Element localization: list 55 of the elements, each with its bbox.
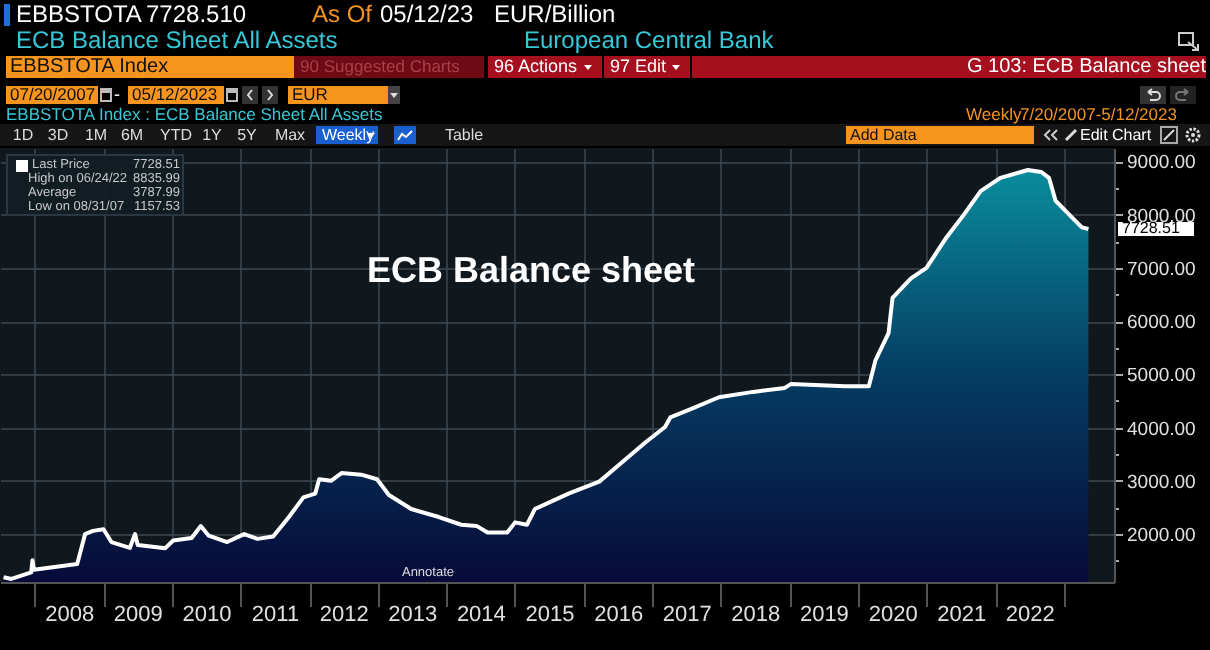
text: ECB Balance sheet bbox=[366, 250, 696, 290]
text: Max bbox=[274, 126, 306, 144]
text: 1M bbox=[84, 126, 108, 144]
x-tick-label: 2011 bbox=[251, 603, 300, 627]
text: EUR bbox=[288, 84, 388, 104]
x-tick-label: 2008 bbox=[45, 603, 95, 627]
x-tick-label: 2021 bbox=[937, 603, 987, 627]
text: European Central Bank bbox=[524, 26, 774, 54]
annotation: 7728.51 bbox=[1122, 219, 1181, 238]
text: 96 Actions bbox=[488, 56, 602, 78]
text: Edit Chart bbox=[1080, 126, 1152, 144]
text: Add Data bbox=[846, 126, 1034, 144]
y-tick-label: 9000.00 bbox=[1127, 152, 1196, 175]
text: 07/20/2007 bbox=[6, 84, 98, 104]
x-tick-label: 2013 bbox=[388, 603, 438, 627]
text: Weekly bbox=[966, 104, 1022, 124]
x-tick-label: 2009 bbox=[113, 603, 163, 627]
y-tick-label: 3000.00 bbox=[1127, 471, 1196, 494]
y-tick-label: 2000.00 bbox=[1127, 525, 1196, 548]
x-tick-label: 2012 bbox=[319, 603, 369, 627]
text: EUR/Billion bbox=[494, 0, 616, 28]
x-tick-label: 2015 bbox=[525, 603, 575, 627]
text: 7728.510 bbox=[146, 0, 247, 28]
y-tick-label: 5000.00 bbox=[1127, 365, 1196, 388]
text: 6M bbox=[120, 126, 144, 144]
x-tick-label: 2020 bbox=[868, 603, 918, 627]
text: EBBSTOTA bbox=[16, 0, 142, 28]
y-tick-label: 7000.00 bbox=[1127, 258, 1196, 281]
text: Weekly bbox=[316, 126, 378, 144]
text: 5Y bbox=[236, 126, 258, 144]
text: YTD bbox=[160, 126, 192, 144]
x-tick-label: 2016 bbox=[594, 603, 644, 627]
text: 05/12/2023 bbox=[128, 84, 224, 104]
text: 3D bbox=[46, 126, 70, 144]
text: 05/12/23 bbox=[380, 0, 474, 28]
x-tick-label: 2010 bbox=[182, 603, 232, 627]
text: ECB Balance Sheet All Assets bbox=[16, 26, 338, 54]
x-tick-label: 2018 bbox=[731, 603, 781, 627]
x-tick-label: 2014 bbox=[456, 603, 506, 627]
y-tick-label: 4000.00 bbox=[1127, 418, 1196, 441]
y-tick-label: 6000.00 bbox=[1127, 312, 1196, 335]
x-tick-label: 2022 bbox=[1005, 603, 1055, 627]
text: Table bbox=[442, 126, 486, 144]
text: EBBSTOTA Index : ECB Balance Sheet All Assets bbox=[6, 104, 383, 124]
text: 7/20/2007-5/12/2023 bbox=[1020, 104, 1177, 124]
text: As Of bbox=[312, 0, 373, 28]
text: EBBSTOTA Index bbox=[6, 56, 294, 78]
text: 97 Edit bbox=[604, 56, 690, 78]
text: 1D bbox=[10, 126, 36, 144]
text: 1Y bbox=[202, 126, 222, 144]
text: - bbox=[114, 84, 120, 104]
text: G 103: ECB Balance sheet bbox=[692, 56, 1206, 78]
x-tick-label: 2019 bbox=[799, 603, 849, 627]
text: 90 Suggested Charts bbox=[294, 56, 484, 78]
x-tick-label: 2017 bbox=[662, 603, 712, 627]
